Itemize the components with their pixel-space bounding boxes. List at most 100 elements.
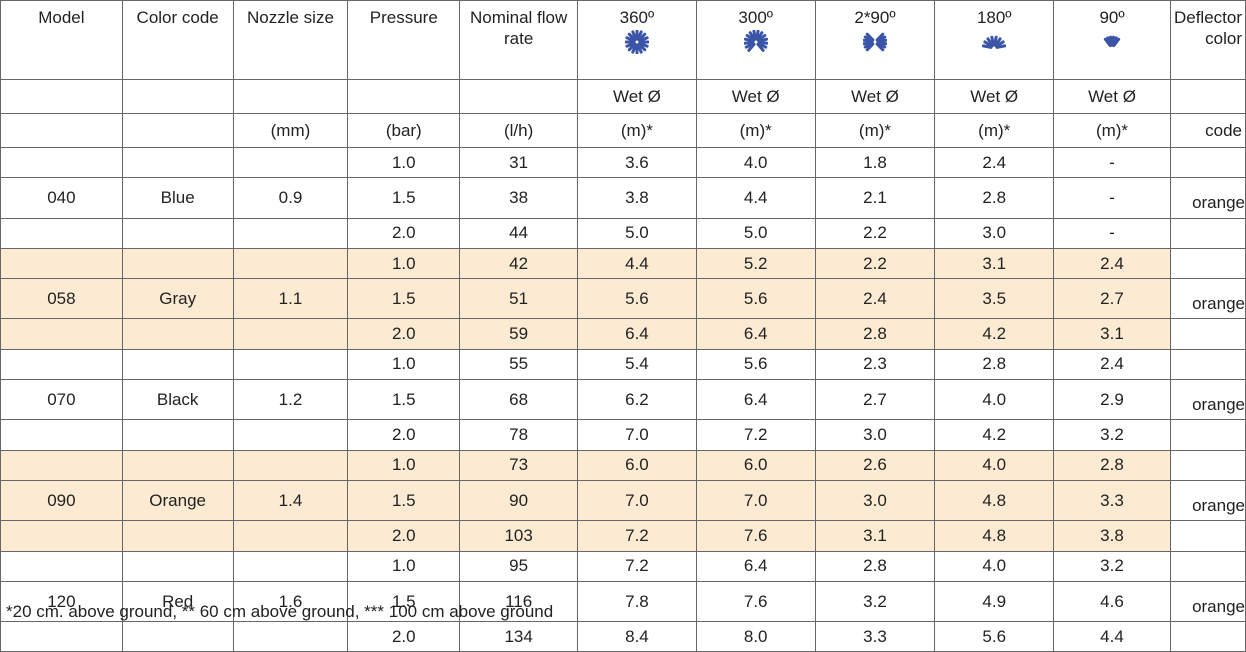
value-cell: 4.9: [934, 580, 1055, 623]
deflector-cell: orange: [1169, 479, 1246, 522]
subheader-cell: [121, 79, 234, 114]
subheader-cell: Wet Ø: [1053, 79, 1171, 114]
value-cell: 73: [459, 449, 579, 481]
model-cell: [0, 247, 123, 280]
data-row: 1.0 55 5.4 5.6 2.3 2.8 2.4: [0, 348, 1246, 381]
subheader-cell: [459, 79, 579, 114]
value-cell: 5.4: [577, 348, 697, 381]
header-cell: Nozzle size: [232, 0, 349, 80]
value-cell: 1.5: [347, 379, 461, 421]
model-cell: 058: [0, 278, 123, 320]
value-cell: 7.0: [577, 419, 697, 451]
value-cell: 8.0: [695, 621, 816, 652]
color-cell: [121, 318, 234, 350]
spray-icon: [982, 35, 1007, 49]
header-cell: Pressure: [347, 0, 461, 80]
value-cell: 1.5: [347, 177, 461, 219]
units-cell: (bar): [347, 113, 461, 148]
model-cell: [0, 318, 123, 350]
value-cell: 2.2: [814, 217, 936, 249]
header-cell: 90º: [1053, 0, 1171, 80]
color-cell: [121, 621, 234, 652]
value-cell: 38: [459, 177, 579, 219]
value-cell: 31: [459, 146, 579, 179]
nozzle-cell: [232, 348, 349, 381]
value-cell: 7.2: [695, 419, 816, 451]
model-cell: [0, 146, 123, 179]
header-text: Pressure: [369, 8, 438, 27]
value-cell: 5.0: [577, 217, 697, 249]
deflector-cell: orange: [1169, 379, 1246, 421]
data-row: 1.0 95 7.2 6.4 2.8 4.0 3.2: [0, 550, 1246, 582]
color-cell: [121, 419, 234, 451]
data-row: 040 Blue 0.9 1.5 38 3.8 4.4 2.1 2.8- orange: [0, 177, 1246, 219]
value-cell: 2.4: [934, 146, 1055, 179]
value-cell: 134: [459, 621, 579, 652]
value-cell: -: [1053, 177, 1171, 219]
units-cell: [121, 113, 234, 148]
value-cell: 3.0: [814, 419, 936, 451]
value-cell: 2.0: [347, 621, 461, 652]
value-cell: 5.6: [695, 348, 816, 381]
value-cell: 7.6: [695, 520, 816, 552]
color-cell: Gray: [121, 278, 234, 320]
header-cell: Model: [0, 0, 123, 80]
nozzle-cell: [232, 449, 349, 481]
value-cell: 5.6: [934, 621, 1055, 652]
color-cell: [121, 550, 234, 582]
spray-icon: [1103, 35, 1121, 48]
model-cell: 120: [0, 580, 123, 623]
data-row: 1.0 42 4.4 5.2 2.2 3.1 2.4: [0, 247, 1246, 280]
value-cell: 2.8: [934, 177, 1055, 219]
value-cell: 4.0: [695, 146, 816, 179]
value-cell: 4.2: [934, 318, 1055, 350]
subheader-cell: Wet Ø: [577, 79, 697, 114]
value-cell: 4.0: [934, 379, 1055, 421]
value-cell: 2.1: [814, 177, 936, 219]
value-cell: 4.4: [695, 177, 816, 219]
subheader-cell: [347, 79, 461, 114]
deflector-cell: [1169, 146, 1246, 179]
header-text: Nominal flow rate: [469, 8, 568, 48]
value-cell: 3.0: [814, 479, 936, 522]
data-row: 070 Black 1.2 1.5 68 6.2 6.4 2.7 4.0 2.9 orange: [0, 379, 1246, 421]
value-cell: 3.8: [577, 177, 697, 219]
header-cell: 2*90º: [814, 0, 936, 80]
header-text: 90º: [1099, 8, 1125, 27]
model-cell: [0, 217, 123, 249]
value-cell: 4.6: [1053, 580, 1171, 623]
value-cell: 7.2: [577, 550, 697, 582]
value-cell: 4.2: [934, 419, 1055, 451]
value-cell: 2.4: [1053, 247, 1171, 280]
spray-icon: [624, 30, 649, 54]
model-cell: 090: [0, 479, 123, 522]
value-cell: 2.6: [814, 449, 936, 481]
header-cell: Nominal flow rate: [459, 0, 579, 80]
value-cell: 6.2: [577, 379, 697, 421]
value-cell: 6.4: [695, 318, 816, 350]
value-cell: 3.0: [934, 217, 1055, 249]
color-cell: Black: [121, 379, 234, 421]
value-cell: 2.4: [1053, 348, 1171, 381]
data-row: 2.0 59 6.4 6.4 2.8 4.2 3.1: [0, 318, 1246, 350]
header-text: 180º: [976, 8, 1012, 27]
value-cell: 42: [459, 247, 579, 280]
nozzle-cell: 1.6: [232, 580, 349, 623]
data-row: 090 Orange 1.4 1.5 90 7.0 7.0 3.0 4.8 3.3 orange: [0, 479, 1246, 522]
color-cell: Orange: [121, 479, 234, 522]
model-cell: [0, 621, 123, 652]
value-cell: 1.0: [347, 550, 461, 582]
value-cell: 2.8: [934, 348, 1055, 381]
units-cell: (m)*: [695, 113, 816, 148]
value-cell: 3.2: [814, 580, 936, 623]
color-cell: [121, 449, 234, 481]
data-row: 2.0 103 7.2 7.6 3.1 4.8 3.8: [0, 520, 1246, 552]
value-cell: 3.1: [814, 520, 936, 552]
model-cell: [0, 419, 123, 451]
value-cell: 4.4: [1053, 621, 1171, 652]
header-text: 360º: [619, 8, 655, 27]
deflector-cell: [1169, 621, 1246, 652]
units-cell: (mm): [232, 113, 349, 148]
data-row: 1.0 73 6.0 6.0 2.6 4.0 2.8: [0, 449, 1246, 481]
